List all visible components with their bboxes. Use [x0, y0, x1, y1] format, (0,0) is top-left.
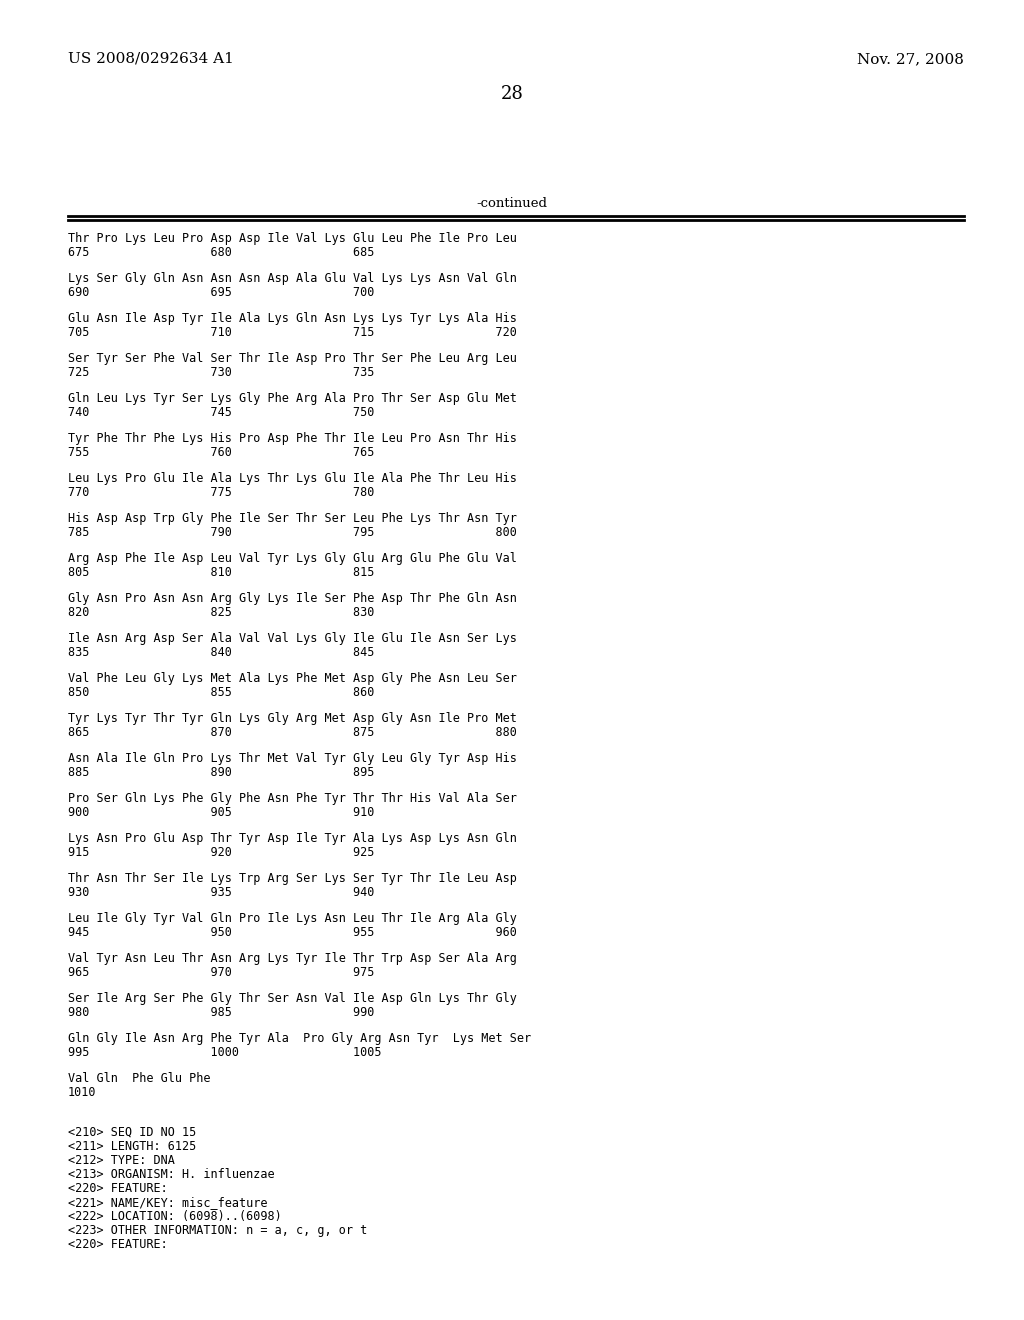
Text: <223> OTHER INFORMATION: n = a, c, g, or t: <223> OTHER INFORMATION: n = a, c, g, or…: [68, 1224, 368, 1237]
Text: 835                 840                 845: 835 840 845: [68, 645, 375, 659]
Text: 885                 890                 895: 885 890 895: [68, 766, 375, 779]
Text: 930                 935                 940: 930 935 940: [68, 886, 375, 899]
Text: Ser Ile Arg Ser Phe Gly Thr Ser Asn Val Ile Asp Gln Lys Thr Gly: Ser Ile Arg Ser Phe Gly Thr Ser Asn Val …: [68, 993, 517, 1005]
Text: <222> LOCATION: (6098)..(6098): <222> LOCATION: (6098)..(6098): [68, 1210, 282, 1224]
Text: Ile Asn Arg Asp Ser Ala Val Val Lys Gly Ile Glu Ile Asn Ser Lys: Ile Asn Arg Asp Ser Ala Val Val Lys Gly …: [68, 632, 517, 645]
Text: <220> FEATURE:: <220> FEATURE:: [68, 1181, 168, 1195]
Text: Gly Asn Pro Asn Asn Arg Gly Lys Ile Ser Phe Asp Thr Phe Gln Asn: Gly Asn Pro Asn Asn Arg Gly Lys Ile Ser …: [68, 591, 517, 605]
Text: Glu Asn Ile Asp Tyr Ile Ala Lys Gln Asn Lys Lys Tyr Lys Ala His: Glu Asn Ile Asp Tyr Ile Ala Lys Gln Asn …: [68, 312, 517, 325]
Text: 725                 730                 735: 725 730 735: [68, 366, 375, 379]
Text: 755                 760                 765: 755 760 765: [68, 446, 375, 459]
Text: Lys Asn Pro Glu Asp Thr Tyr Asp Ile Tyr Ala Lys Asp Lys Asn Gln: Lys Asn Pro Glu Asp Thr Tyr Asp Ile Tyr …: [68, 832, 517, 845]
Text: Leu Lys Pro Glu Ile Ala Lys Thr Lys Glu Ile Ala Phe Thr Leu His: Leu Lys Pro Glu Ile Ala Lys Thr Lys Glu …: [68, 473, 517, 484]
Text: 980                 985                 990: 980 985 990: [68, 1006, 375, 1019]
Text: Gln Leu Lys Tyr Ser Lys Gly Phe Arg Ala Pro Thr Ser Asp Glu Met: Gln Leu Lys Tyr Ser Lys Gly Phe Arg Ala …: [68, 392, 517, 405]
Text: Lys Ser Gly Gln Asn Asn Asn Asp Ala Glu Val Lys Lys Asn Val Gln: Lys Ser Gly Gln Asn Asn Asn Asp Ala Glu …: [68, 272, 517, 285]
Text: 995                 1000                1005: 995 1000 1005: [68, 1045, 382, 1059]
Text: Gln Gly Ile Asn Arg Phe Tyr Ala  Pro Gly Arg Asn Tyr  Lys Met Ser: Gln Gly Ile Asn Arg Phe Tyr Ala Pro Gly …: [68, 1032, 531, 1045]
Text: Ser Tyr Ser Phe Val Ser Thr Ile Asp Pro Thr Ser Phe Leu Arg Leu: Ser Tyr Ser Phe Val Ser Thr Ile Asp Pro …: [68, 352, 517, 366]
Text: 1010: 1010: [68, 1086, 96, 1100]
Text: <221> NAME/KEY: misc_feature: <221> NAME/KEY: misc_feature: [68, 1196, 267, 1209]
Text: 770                 775                 780: 770 775 780: [68, 486, 375, 499]
Text: Thr Asn Thr Ser Ile Lys Trp Arg Ser Lys Ser Tyr Thr Ile Leu Asp: Thr Asn Thr Ser Ile Lys Trp Arg Ser Lys …: [68, 873, 517, 884]
Text: 28: 28: [501, 84, 523, 103]
Text: <213> ORGANISM: H. influenzae: <213> ORGANISM: H. influenzae: [68, 1168, 274, 1181]
Text: 805                 810                 815: 805 810 815: [68, 566, 375, 579]
Text: 785                 790                 795                 800: 785 790 795 800: [68, 525, 517, 539]
Text: Tyr Lys Tyr Thr Tyr Gln Lys Gly Arg Met Asp Gly Asn Ile Pro Met: Tyr Lys Tyr Thr Tyr Gln Lys Gly Arg Met …: [68, 711, 517, 725]
Text: -continued: -continued: [476, 197, 548, 210]
Text: Asn Ala Ile Gln Pro Lys Thr Met Val Tyr Gly Leu Gly Tyr Asp His: Asn Ala Ile Gln Pro Lys Thr Met Val Tyr …: [68, 752, 517, 766]
Text: 705                 710                 715                 720: 705 710 715 720: [68, 326, 517, 339]
Text: Val Tyr Asn Leu Thr Asn Arg Lys Tyr Ile Thr Trp Asp Ser Ala Arg: Val Tyr Asn Leu Thr Asn Arg Lys Tyr Ile …: [68, 952, 517, 965]
Text: His Asp Asp Trp Gly Phe Ile Ser Thr Ser Leu Phe Lys Thr Asn Tyr: His Asp Asp Trp Gly Phe Ile Ser Thr Ser …: [68, 512, 517, 525]
Text: 865                 870                 875                 880: 865 870 875 880: [68, 726, 517, 739]
Text: 850                 855                 860: 850 855 860: [68, 686, 375, 700]
Text: <211> LENGTH: 6125: <211> LENGTH: 6125: [68, 1140, 197, 1152]
Text: Val Phe Leu Gly Lys Met Ala Lys Phe Met Asp Gly Phe Asn Leu Ser: Val Phe Leu Gly Lys Met Ala Lys Phe Met …: [68, 672, 517, 685]
Text: <220> FEATURE:: <220> FEATURE:: [68, 1238, 168, 1251]
Text: Thr Pro Lys Leu Pro Asp Asp Ile Val Lys Glu Leu Phe Ile Pro Leu: Thr Pro Lys Leu Pro Asp Asp Ile Val Lys …: [68, 232, 517, 246]
Text: Arg Asp Phe Ile Asp Leu Val Tyr Lys Gly Glu Arg Glu Phe Glu Val: Arg Asp Phe Ile Asp Leu Val Tyr Lys Gly …: [68, 552, 517, 565]
Text: 675                 680                 685: 675 680 685: [68, 246, 375, 259]
Text: US 2008/0292634 A1: US 2008/0292634 A1: [68, 51, 233, 66]
Text: 945                 950                 955                 960: 945 950 955 960: [68, 927, 517, 939]
Text: 900                 905                 910: 900 905 910: [68, 807, 375, 818]
Text: 740                 745                 750: 740 745 750: [68, 407, 375, 418]
Text: Val Gln  Phe Glu Phe: Val Gln Phe Glu Phe: [68, 1072, 211, 1085]
Text: <210> SEQ ID NO 15: <210> SEQ ID NO 15: [68, 1126, 197, 1139]
Text: 690                 695                 700: 690 695 700: [68, 286, 375, 300]
Text: 820                 825                 830: 820 825 830: [68, 606, 375, 619]
Text: 965                 970                 975: 965 970 975: [68, 966, 375, 979]
Text: 915                 920                 925: 915 920 925: [68, 846, 375, 859]
Text: Pro Ser Gln Lys Phe Gly Phe Asn Phe Tyr Thr Thr His Val Ala Ser: Pro Ser Gln Lys Phe Gly Phe Asn Phe Tyr …: [68, 792, 517, 805]
Text: <212> TYPE: DNA: <212> TYPE: DNA: [68, 1154, 175, 1167]
Text: Nov. 27, 2008: Nov. 27, 2008: [857, 51, 964, 66]
Text: Tyr Phe Thr Phe Lys His Pro Asp Phe Thr Ile Leu Pro Asn Thr His: Tyr Phe Thr Phe Lys His Pro Asp Phe Thr …: [68, 432, 517, 445]
Text: Leu Ile Gly Tyr Val Gln Pro Ile Lys Asn Leu Thr Ile Arg Ala Gly: Leu Ile Gly Tyr Val Gln Pro Ile Lys Asn …: [68, 912, 517, 925]
